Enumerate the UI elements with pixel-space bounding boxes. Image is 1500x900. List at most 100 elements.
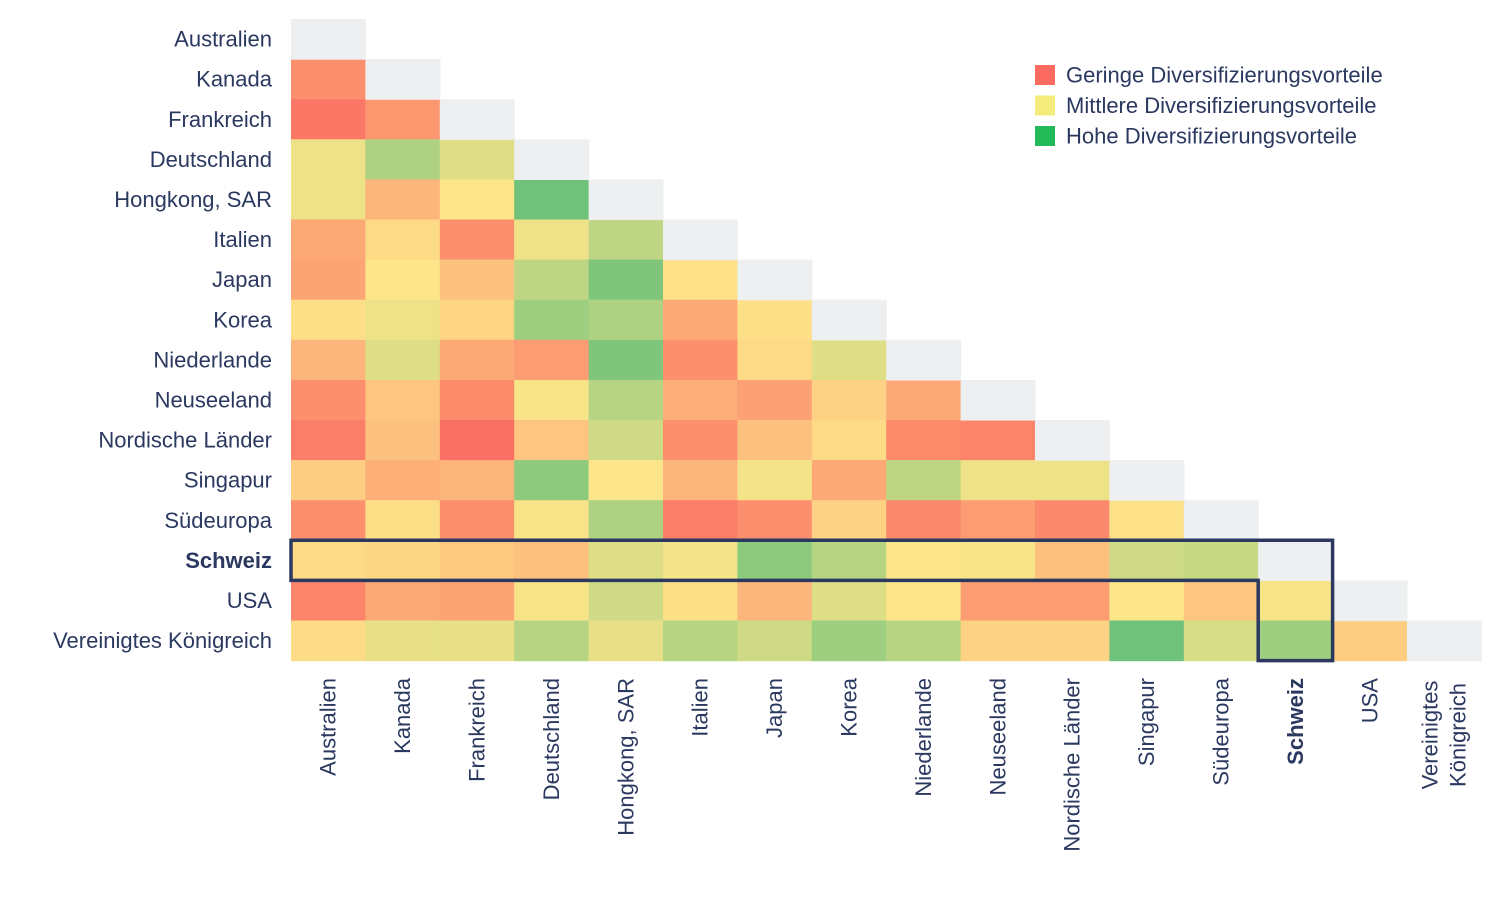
heatmap-cell [811, 580, 887, 622]
heatmap-cell [291, 179, 366, 221]
legend-swatch [1035, 126, 1055, 146]
heatmap-cell [291, 460, 366, 501]
y-tick-label: Kanada [196, 67, 273, 92]
x-tick-label: Südeuropa [1209, 677, 1234, 785]
heatmap-cell [588, 540, 664, 581]
heatmap-cell [588, 620, 664, 662]
heatmap-cell [960, 540, 1036, 581]
diagonal-cell [291, 19, 366, 60]
heatmap-cell [1332, 620, 1408, 662]
y-axis-labels: Australien Kanada Frankreich Deutschland Hon… [53, 27, 273, 654]
heatmap-cell [514, 339, 590, 381]
heatmap-cell [514, 500, 590, 541]
heatmap-cell [439, 339, 515, 381]
legend-label: Hohe Diversifizierungsvorteile [1066, 124, 1357, 149]
y-tick-label: Nordische Länder [98, 428, 272, 453]
x-tick-label: Singapur [1134, 678, 1159, 766]
y-tick-label: Vereinigtes Königreich [53, 628, 272, 653]
heatmap-cell [886, 540, 962, 581]
heatmap-cell [439, 580, 515, 622]
diagonal-cell [737, 259, 813, 301]
heatmap-cell [737, 540, 813, 581]
diagonal-cell [588, 179, 664, 221]
x-tick-group: Italien [688, 678, 713, 737]
heatmap-cell [514, 179, 590, 221]
heatmap-cell [365, 179, 441, 221]
heatmap-cell [1183, 580, 1259, 622]
heatmap-cell [886, 420, 962, 461]
heatmap-cell [737, 620, 813, 662]
y-tick-label: Singapur [184, 468, 272, 493]
heatmap-cell [291, 259, 366, 301]
heatmap-cell [1035, 580, 1110, 622]
legend-swatch [1035, 65, 1055, 85]
heatmap-cell [365, 379, 441, 421]
heatmap-cell [439, 379, 515, 421]
x-tick-label: Vereinigtes [1418, 681, 1443, 790]
heatmap-cell [588, 339, 664, 381]
x-tick-label: USA [1357, 678, 1382, 724]
x-tick-label: Neuseeland [985, 678, 1010, 795]
heatmap-cell [1035, 540, 1110, 581]
x-tick-group: Australien [316, 678, 341, 776]
heatmap-cell [291, 620, 366, 662]
heatmap-cell [960, 460, 1036, 501]
x-tick-group: Japan [762, 678, 787, 738]
y-tick-label: USA [227, 588, 273, 613]
heatmap-cell [365, 580, 441, 622]
x-tick-label: Frankreich [465, 678, 490, 782]
heatmap-cell [365, 299, 441, 341]
heatmap-cell [291, 580, 366, 622]
y-tick-label: Deutschland [150, 147, 272, 172]
diagonal-cell [1035, 420, 1110, 461]
heatmap-cell [291, 139, 366, 180]
heatmap-cell [291, 99, 366, 140]
heatmap-cell [737, 379, 813, 421]
y-tick-label: Niederlande [153, 347, 272, 372]
y-tick-label: Italien [213, 227, 272, 252]
heatmap-cell [811, 540, 887, 581]
heatmap-cell [291, 379, 366, 421]
highlight-outline [289, 538, 1335, 663]
heatmap-cell [514, 259, 590, 301]
heatmap-cell [439, 299, 515, 341]
heatmap-cell [291, 339, 366, 381]
heatmap-cell [588, 580, 664, 622]
heatmap-cell [737, 500, 813, 541]
heatmap-cell [1258, 620, 1334, 662]
heatmap-cell [365, 460, 441, 501]
heatmap-cell [1035, 620, 1110, 662]
diagonal-cell [1332, 580, 1408, 622]
x-tick-group: Hongkong, SAR [613, 678, 638, 836]
heatmap-cell [439, 179, 515, 221]
heatmap-cell [365, 139, 441, 180]
heatmap-cell [960, 500, 1036, 541]
heatmap-cell [1035, 500, 1110, 541]
heatmap-cell [514, 620, 590, 662]
heatmap-cell [588, 219, 664, 261]
legend-swatch [1035, 95, 1055, 116]
heatmap-cell [663, 420, 738, 461]
heatmap-cell [439, 460, 515, 501]
heatmap-cell [737, 460, 813, 501]
heatmap-cell [439, 219, 515, 261]
heatmap-cell [588, 420, 664, 461]
x-tick-group: Singapur [1134, 678, 1159, 766]
heatmap-cell [365, 219, 441, 261]
heatmap-cell [663, 339, 738, 381]
heatmap-cell [1109, 620, 1185, 662]
heatmap-cell [514, 299, 590, 341]
x-tick-group: Deutschland [539, 678, 564, 800]
heatmap-cell [514, 580, 590, 622]
y-tick-label: Hongkong, SAR [114, 187, 272, 212]
x-tick-group: Korea [837, 677, 862, 736]
x-axis-labels: Australien Kanada Frankreich Deutschland Hon… [316, 677, 1471, 851]
heatmap-cell [588, 299, 664, 341]
heatmap-cell [439, 259, 515, 301]
heatmap-cell [588, 379, 664, 421]
diagonal-cell [886, 339, 962, 381]
y-tick-label: Australien [174, 27, 272, 52]
y-tick-label: Korea [213, 307, 272, 332]
heatmap-cell [663, 299, 738, 341]
